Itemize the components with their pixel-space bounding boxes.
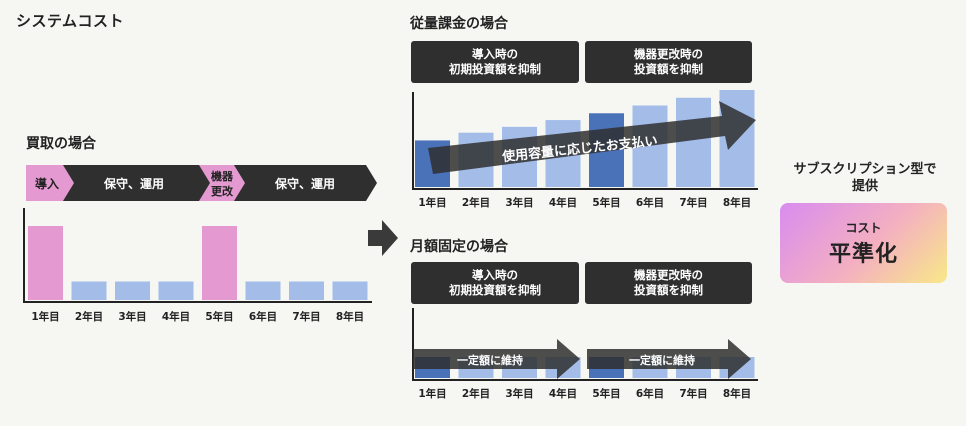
purchase-bar-7	[289, 281, 324, 300]
usage-tick-label-6: 6年目	[636, 196, 664, 209]
flow-background	[26, 165, 377, 201]
fixed-arrow-1-shape	[413, 339, 580, 379]
purchase-tick-label-5: 5年目	[205, 310, 233, 323]
purchase-bar-4	[158, 281, 194, 300]
fixed-box-renewal: 機器更改時の 投資額を抑制	[585, 262, 752, 304]
usage-tick-label-5: 5年目	[592, 196, 620, 209]
fixed-box-initial-line2: 初期投資額を抑制	[449, 283, 541, 297]
fixed-tick-label-2: 2年目	[462, 387, 490, 400]
purchase-axes	[23, 208, 372, 303]
flow-label-install: 導入	[35, 176, 59, 191]
usage-bars: 1年目 2年目 3年目 4年目 5年目 6年目 7年目 8年目	[415, 90, 755, 209]
usage-box-renewal-line2: 投資額を抑制	[634, 62, 703, 76]
usage-tick-label-4: 4年目	[549, 196, 577, 209]
purchase-tick-label-4: 4年目	[162, 310, 190, 323]
purchase-tick-label-6: 6年目	[249, 310, 277, 323]
fixed-tick-label-4: 4年目	[549, 387, 577, 400]
usage-box-initial: 導入時の 初期投資額を抑制	[411, 41, 579, 83]
purchase-bar-8	[332, 281, 368, 300]
usage-tick-label-7: 7年目	[679, 196, 707, 209]
usage-box-renewal-line1: 機器更改時の	[634, 47, 703, 61]
usage-tick-label-3: 3年目	[505, 196, 533, 209]
fixed-tick-label-3: 3年目	[505, 387, 533, 400]
usage-box-initial-line1: 導入時の	[472, 47, 518, 61]
usage-tick-label-8: 8年目	[723, 196, 751, 209]
fixed-title: 月額固定の場合	[410, 239, 508, 255]
purchase-bar-2	[71, 281, 107, 300]
fixed-box-renewal-line2: 投資額を抑制	[634, 283, 703, 297]
fixed-arrow-1: 一定額に維持	[413, 339, 580, 379]
purchase-bar-1	[28, 226, 63, 300]
purchase-tick-label-1: 1年目	[31, 310, 59, 323]
usage-box-renewal: 機器更改時の 投資額を抑制	[585, 41, 752, 83]
usage-tick-label-1: 1年目	[418, 196, 446, 209]
purchase-tick-label-8: 8年目	[336, 310, 364, 323]
summary-title: サブスクリプション型で 提供	[775, 161, 955, 195]
purchase-tick-label-2: 2年目	[75, 310, 103, 323]
fixed-tick-label-1: 1年目	[418, 387, 446, 400]
fixed-tick-label-6: 6年目	[636, 387, 664, 400]
flow-step-install	[26, 165, 74, 201]
summary-title-line2: 提供	[851, 179, 878, 194]
usage-bar-7	[676, 97, 711, 187]
fixed-arrow-2-label: 一定額に維持	[629, 353, 695, 367]
purchase-title: 買取の場合	[26, 136, 96, 152]
flow-label-renewal-2: 更改	[211, 184, 234, 198]
cost-leveling-box: コスト 平準化	[780, 203, 947, 283]
purchase-tick-label-3: 3年目	[118, 310, 146, 323]
cost-box-small-label: コスト	[845, 220, 882, 235]
usage-arrow-shape	[428, 101, 756, 174]
flow-label-maint-1: 保守、運用	[103, 176, 164, 191]
usage-box-initial-line2: 初期投資額を抑制	[449, 62, 541, 76]
usage-tick-label-2: 2年目	[462, 196, 490, 209]
cost-box-big-label: 平準化	[828, 241, 898, 267]
fixed-tick-label-8: 8年目	[723, 387, 751, 400]
fixed-arrow-2-shape	[587, 339, 751, 379]
purchase-bars: 1年目 2年目 3年目 4年目 5年目 6年目 7年目 8年目	[28, 226, 368, 323]
page-title: システムコスト	[16, 12, 125, 30]
usage-axes	[412, 92, 758, 190]
purchase-tick-label-7: 7年目	[292, 310, 320, 323]
purchase-bar-3	[115, 281, 150, 300]
fixed-arrow-2: 一定額に維持	[587, 339, 751, 379]
flow-label-maint-2: 保守、運用	[274, 176, 335, 191]
summary-title-line1: サブスクリプション型で	[793, 162, 937, 177]
transition-arrow-icon	[368, 220, 398, 256]
fixed-tick-label-5: 5年目	[592, 387, 620, 400]
purchase-bar-5	[202, 226, 237, 300]
fixed-box-renewal-line1: 機器更改時の	[634, 268, 703, 282]
flow-step-renewal	[199, 165, 245, 201]
usage-title: 従量課金の場合	[410, 16, 508, 32]
fixed-box-initial-line1: 導入時の	[472, 268, 518, 282]
fixed-arrow-1-label: 一定額に維持	[457, 353, 523, 367]
purchase-flow: 導入 保守、運用 機器 更改 保守、運用	[26, 165, 377, 201]
flow-label-renewal-1: 機器	[211, 169, 234, 183]
fixed-box-initial: 導入時の 初期投資額を抑制	[411, 262, 579, 304]
fixed-tick-label-7: 7年目	[679, 387, 707, 400]
purchase-bar-6	[245, 281, 281, 300]
